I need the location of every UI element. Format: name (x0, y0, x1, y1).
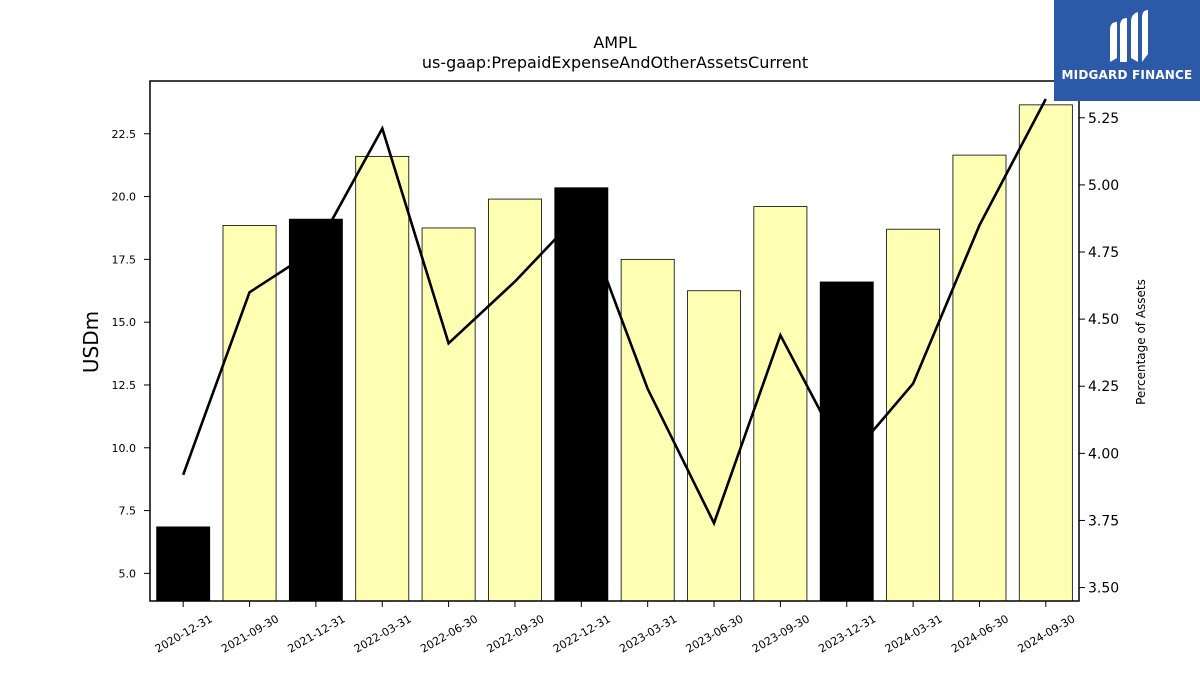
bar (886, 228, 941, 602)
x-axis-ticks: 2020-12-31 2021-09-30 2021-12-31 2022-03-31… (153, 601, 1077, 656)
x-tick-label: 2021-09-30 (219, 612, 281, 655)
y2-tick-label: 4.00 (1088, 446, 1119, 462)
y2-tick-label: 3.75 (1088, 513, 1119, 529)
plot-frame (149, 80, 1080, 602)
bar (222, 225, 277, 602)
x-tick-label: 2023-06-30 (684, 612, 746, 655)
percent-line (181, 98, 1047, 527)
x-tick-label: 2023-03-31 (617, 612, 679, 655)
y-tick-label: 20.0 (112, 191, 137, 204)
logo-text: MIDGARD FINANCE (1061, 68, 1193, 82)
y-axis-ticks: 5.0 7.5 10.0 12.5 15.0 17.5 20.0 22.5 (112, 128, 150, 580)
y2-tick-label: 3.50 (1088, 581, 1119, 597)
x-tick-label: 2022-09-30 (485, 612, 547, 655)
bar (554, 187, 609, 602)
bar (952, 154, 1007, 602)
x-tick-label: 2020-12-31 (153, 612, 215, 655)
x-tick-label: 2024-06-30 (949, 612, 1011, 655)
chart-subtitle: us-gaap:PrepaidExpenseAndOtherAssetsCurr… (422, 53, 808, 72)
y2-axis-label: Percentage of Assets (1134, 279, 1148, 405)
x-tick-label: 2024-03-31 (883, 612, 945, 655)
bar (156, 526, 211, 602)
bar (488, 198, 542, 602)
bar (753, 206, 808, 602)
y2-tick-label: 4.50 (1088, 312, 1119, 328)
y2-tick-label: 5.25 (1088, 111, 1119, 127)
bar (288, 218, 343, 602)
bar (1018, 104, 1073, 602)
x-tick-label: 2021-12-31 (286, 612, 348, 655)
y-tick-label: 5.0 (119, 567, 137, 580)
bar (355, 155, 410, 602)
x-tick-label: 2023-12-31 (816, 612, 878, 655)
chart-title: AMPL (593, 33, 636, 52)
y-tick-label: 7.5 (119, 505, 137, 518)
y-tick-label: 10.0 (112, 442, 137, 455)
logo: MIDGARD FINANCE (1054, 0, 1200, 101)
x-tick-label: 2022-12-31 (551, 612, 613, 655)
y2-tick-label: 4.75 (1088, 245, 1119, 261)
y2-tick-label: 4.25 (1088, 379, 1119, 395)
x-tick-label: 2024-09-30 (1015, 612, 1077, 655)
bar (687, 290, 741, 602)
y2-tick-label: 5.00 (1088, 178, 1119, 194)
x-tick-label: 2022-03-31 (352, 612, 414, 655)
y-tick-label: 22.5 (112, 128, 137, 141)
y-tick-label: 17.5 (112, 253, 137, 266)
y2-axis-ticks: 3.50 3.75 4.00 4.25 4.50 4.75 5.00 5.25 (1079, 111, 1119, 597)
y-tick-label: 12.5 (112, 379, 137, 392)
x-tick-label: 2022-06-30 (418, 612, 480, 655)
logo-mark-icon (1110, 10, 1148, 62)
bars-group (156, 104, 1073, 602)
bar (620, 258, 675, 602)
line-group (181, 98, 1047, 527)
x-tick-label: 2023-09-30 (750, 612, 812, 655)
y-axis-label: USDm (79, 311, 103, 373)
y-tick-label: 15.0 (112, 316, 137, 329)
